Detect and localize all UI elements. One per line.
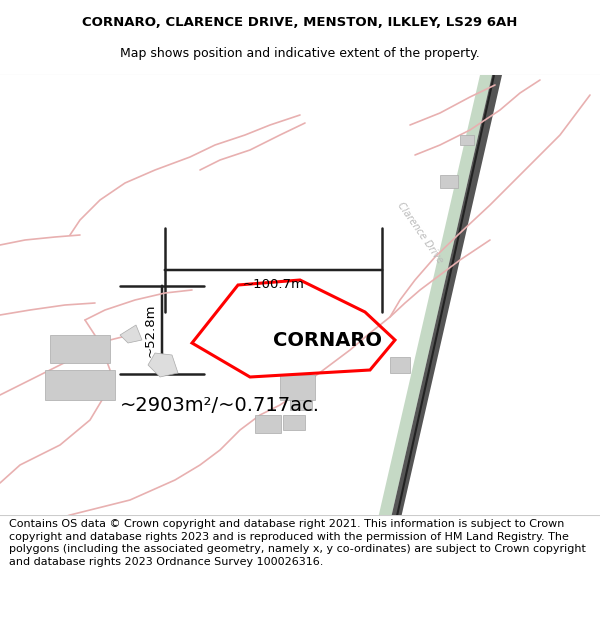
Text: Clarence Drive: Clarence Drive xyxy=(395,201,445,266)
Text: CORNARO: CORNARO xyxy=(274,331,383,349)
Polygon shape xyxy=(120,325,142,343)
Text: ~2903m²/~0.717ac.: ~2903m²/~0.717ac. xyxy=(120,396,320,414)
Text: Map shows position and indicative extent of the property.: Map shows position and indicative extent… xyxy=(120,48,480,61)
Bar xyxy=(283,415,305,430)
Bar xyxy=(440,175,458,188)
Bar xyxy=(50,335,110,363)
Polygon shape xyxy=(378,75,502,575)
Bar xyxy=(290,395,312,410)
Bar xyxy=(45,370,115,400)
Text: ~52.8m: ~52.8m xyxy=(144,303,157,357)
Text: Contains OS data © Crown copyright and database right 2021. This information is : Contains OS data © Crown copyright and d… xyxy=(9,519,586,567)
Text: ~100.7m: ~100.7m xyxy=(242,278,304,291)
Bar xyxy=(255,415,281,433)
Bar xyxy=(460,135,474,145)
Bar xyxy=(390,357,410,373)
Polygon shape xyxy=(148,353,178,377)
Polygon shape xyxy=(365,75,492,575)
Bar xyxy=(280,375,315,400)
Text: CORNARO, CLARENCE DRIVE, MENSTON, ILKLEY, LS29 6AH: CORNARO, CLARENCE DRIVE, MENSTON, ILKLEY… xyxy=(82,16,518,29)
